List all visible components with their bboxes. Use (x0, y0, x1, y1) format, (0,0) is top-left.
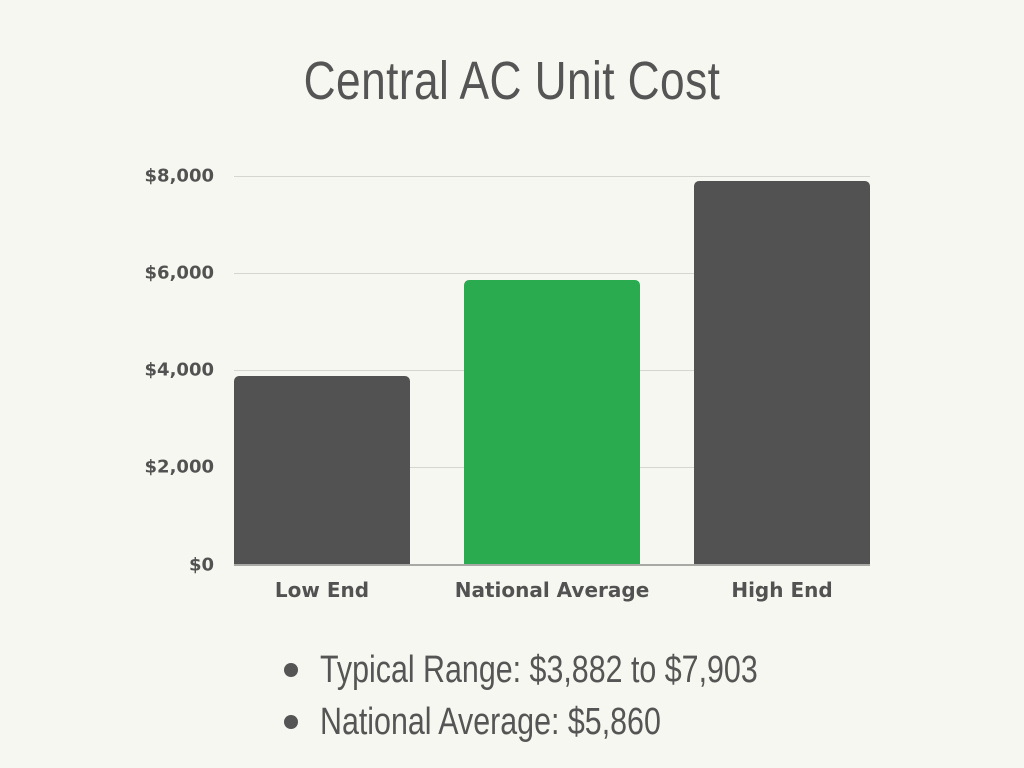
bar-high-end (694, 180, 870, 565)
summary-text: Typical Range: $3,882 to $7,903 (320, 648, 758, 691)
x-label-high-end: High End (731, 578, 833, 602)
y-tick-4000: $4,000 (144, 359, 214, 381)
summary-text: National Average: $5,860 (320, 700, 661, 743)
y-tick-6000: $6,000 (144, 262, 214, 284)
bullet-icon (284, 663, 298, 677)
gridline-6000 (234, 273, 870, 274)
bar-national-average (464, 280, 640, 565)
gridline-8000 (234, 176, 870, 177)
bar-low-end (234, 376, 410, 565)
x-label-low-end: Low End (274, 578, 370, 602)
bullet-icon (284, 715, 298, 729)
chart-title: Central AC Unit Cost (303, 51, 721, 111)
summary-item-typical-range: Typical Range: $3,882 to $7,903 (284, 644, 867, 696)
y-tick-2000: $2,000 (144, 456, 214, 478)
y-tick-8000: $8,000 (144, 165, 214, 187)
x-label-national-average: National Average (454, 578, 650, 602)
plot-area (234, 176, 870, 566)
summary-item-national-average: National Average: $5,860 (284, 696, 867, 748)
y-tick-0: $0 (188, 554, 214, 576)
x-axis-baseline (234, 564, 870, 566)
summary-list: Typical Range: $3,882 to $7,903 National… (284, 644, 867, 748)
